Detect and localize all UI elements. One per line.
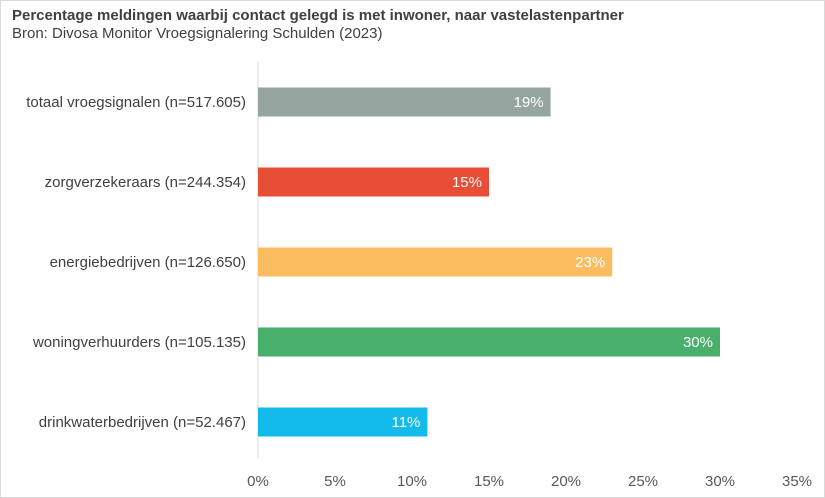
data-label-3: 30%	[683, 334, 713, 351]
bar-0	[258, 87, 551, 117]
bar-4	[258, 407, 428, 437]
category-label-0: totaal vroegsignalen (n=517.605)	[26, 94, 246, 111]
data-label-0: 19%	[514, 94, 544, 111]
chart-title: Percentage meldingen waarbij contact gel…	[12, 7, 624, 24]
chart-subtitle: Bron: Divosa Monitor Vroegsignalering Sc…	[12, 25, 383, 42]
x-tick-label-1: 5%	[324, 473, 346, 490]
bar-3	[258, 327, 720, 357]
category-label-1: zorgverzekeraars (n=244.354)	[45, 174, 246, 191]
x-tick-label-2: 10%	[397, 473, 427, 490]
x-tick-label-5: 25%	[628, 473, 658, 490]
category-label-3: woningverhuurders (n=105.135)	[32, 334, 246, 351]
data-label-4: 11%	[391, 414, 420, 431]
data-label-2: 23%	[575, 254, 605, 271]
x-tick-label-0: 0%	[247, 473, 269, 490]
bar-2	[258, 247, 613, 277]
x-tick-label-3: 15%	[474, 473, 504, 490]
data-label-1: 15%	[452, 174, 482, 191]
x-tick-label-7: 35%	[782, 473, 812, 490]
category-label-4: drinkwaterbedrijven (n=52.467)	[39, 414, 246, 431]
bar-1	[258, 167, 489, 197]
x-tick-label-4: 20%	[551, 473, 581, 490]
category-label-2: energiebedrijven (n=126.650)	[50, 254, 246, 271]
x-tick-label-6: 30%	[705, 473, 735, 490]
